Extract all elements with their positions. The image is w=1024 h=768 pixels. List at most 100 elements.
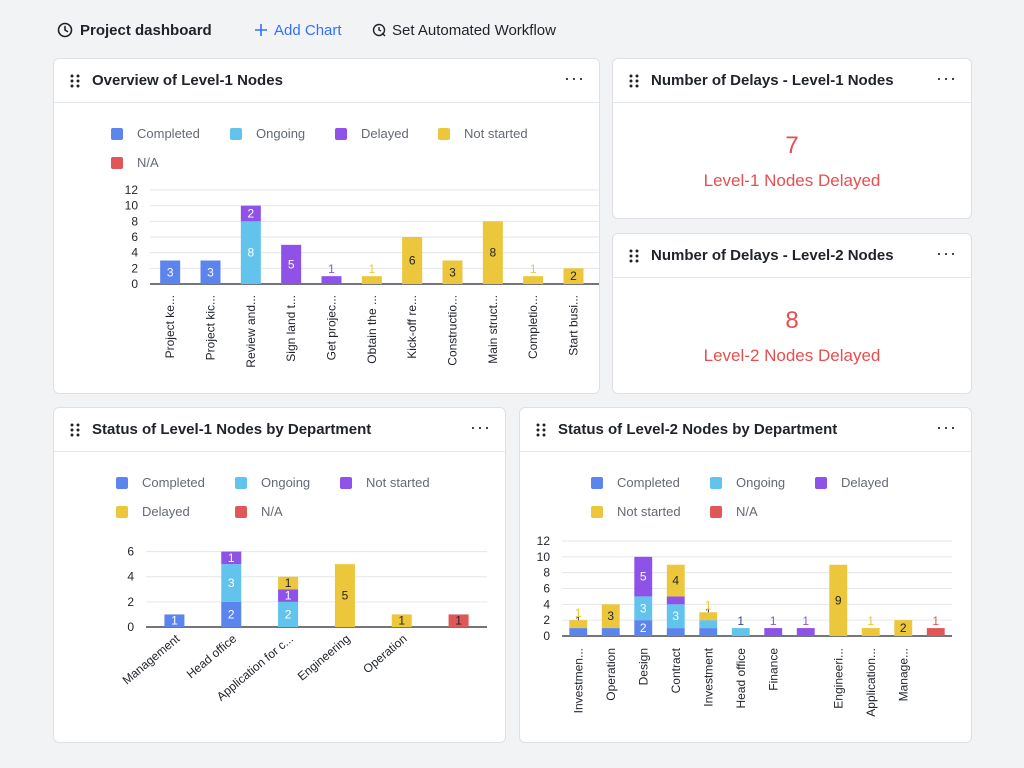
y-tick-label: 12 [125, 183, 139, 197]
bar-segment-not_started[interactable] [361, 276, 382, 284]
bar-segment-ongoing[interactable] [634, 596, 653, 621]
bar-segment-delayed[interactable] [278, 589, 299, 602]
bar-segment-ongoing[interactable] [666, 604, 685, 629]
bar-value-label: 1 [398, 614, 405, 628]
legend-item-not_started[interactable]: Not started [591, 504, 681, 519]
dept2-chart: 02468101211Investmen...13Operation235Des… [537, 534, 952, 717]
add-chart-label: Add Chart [274, 21, 342, 39]
bar-segment-ongoing[interactable] [221, 564, 242, 602]
bar-segment-completed[interactable] [634, 620, 653, 636]
legend-item-delayed[interactable]: Delayed [815, 475, 889, 490]
legend-item-ongoing[interactable]: Ongoing [230, 126, 305, 141]
more-options-icon[interactable]: ··· [936, 243, 957, 263]
delays-level1-header: Number of Delays - Level-1 Nodes ··· [613, 59, 971, 103]
more-options-icon[interactable]: ··· [936, 68, 957, 88]
bar-segment-not_started[interactable] [523, 276, 544, 284]
bar-segment-not_started[interactable] [601, 604, 620, 629]
legend-item-completed[interactable]: Completed [116, 475, 205, 490]
bar-value-label: 6 [409, 254, 416, 268]
legend-label: N/A [736, 504, 758, 519]
bar-segment-not_started[interactable] [699, 612, 718, 621]
bar-segment-completed[interactable] [164, 614, 185, 627]
x-tick-label: Management [120, 631, 183, 687]
bar-value-label: 3 [607, 609, 614, 623]
legend-swatch [591, 476, 603, 489]
x-tick-label: Investmen... [571, 648, 585, 713]
drag-handle-icon[interactable] [629, 74, 639, 88]
bar-segment-not_started[interactable] [402, 237, 423, 284]
legend-swatch [438, 127, 450, 140]
bar-segment-completed[interactable] [699, 628, 718, 636]
dashboard-title[interactable]: Project dashboard [56, 19, 212, 41]
bar-segment-delayed[interactable] [666, 596, 685, 605]
bar-segment-na[interactable] [926, 628, 945, 636]
bar-segment-ongoing[interactable] [699, 620, 718, 629]
drag-handle-icon[interactable] [536, 423, 546, 437]
legend-item-ongoing[interactable]: Ongoing [235, 475, 310, 490]
x-tick-label: Obtain the ... [365, 295, 379, 364]
automated-workflow-button[interactable]: Set Automated Workflow [372, 19, 556, 41]
bar-segment-completed[interactable] [200, 260, 221, 285]
drag-handle-icon[interactable] [70, 74, 80, 88]
y-tick-label: 4 [131, 246, 138, 260]
legend-label: Completed [137, 126, 200, 141]
legend-item-na[interactable]: N/A [235, 504, 283, 519]
y-tick-label: 4 [127, 570, 134, 584]
bar-segment-ongoing[interactable] [240, 221, 261, 284]
drag-handle-icon[interactable] [70, 423, 80, 437]
x-tick-label: Manage... [896, 648, 910, 701]
more-options-icon[interactable]: ··· [470, 417, 491, 437]
bar-segment-not_started[interactable] [861, 628, 880, 636]
delays-level2-card: Number of Delays - Level-2 Nodes ··· 8 L… [612, 233, 972, 394]
bar-segment-ongoing[interactable] [731, 628, 750, 636]
bar-segment-delayed[interactable] [281, 244, 302, 284]
bar-segment-delayed[interactable] [634, 556, 653, 597]
bar-segment-delayed[interactable] [221, 551, 242, 565]
overview-card-header: Overview of Level-1 Nodes ··· [54, 59, 599, 103]
x-tick-label: Finance [766, 648, 780, 691]
bar-value-label: 1 [368, 262, 375, 276]
bar-value-label: 5 [640, 570, 647, 584]
bar-segment-na[interactable] [448, 614, 469, 627]
bar-segment-not_started[interactable] [666, 564, 685, 597]
legend-item-na[interactable]: N/A [710, 504, 758, 519]
x-tick-label: Review and... [244, 295, 258, 368]
bar-segment-delayed[interactable] [240, 205, 261, 222]
legend-item-completed[interactable]: Completed [111, 126, 200, 141]
bar-segment-not_started[interactable] [442, 260, 463, 285]
bar-segment-delayed[interactable] [764, 628, 783, 636]
bar-segment-not_started[interactable] [829, 564, 848, 636]
bar-segment-not_started[interactable] [569, 620, 588, 629]
bar-segment-completed[interactable] [221, 601, 242, 627]
bar-segment-not_started[interactable] [278, 576, 299, 590]
legend-item-na[interactable]: N/A [111, 155, 159, 170]
bar-segment-not_started[interactable] [482, 221, 503, 284]
bar-segment-ongoing[interactable] [278, 601, 299, 627]
y-tick-label: 0 [131, 277, 138, 291]
bar-segment-not_started[interactable] [894, 620, 913, 636]
more-options-icon[interactable]: ··· [936, 417, 957, 437]
legend-item-ongoing[interactable]: Ongoing [710, 475, 785, 490]
bar-segment-delayed[interactable] [796, 628, 815, 636]
y-tick-label: 12 [537, 534, 551, 548]
bar-segment-not_started[interactable] [334, 564, 355, 627]
bar-segment-completed[interactable] [160, 260, 181, 285]
bar-segment-not_started[interactable] [563, 268, 584, 284]
legend-item-not_started[interactable]: Not started [438, 126, 528, 141]
add-chart-button[interactable]: Add Chart [254, 19, 342, 41]
legend-item-completed[interactable]: Completed [591, 475, 680, 490]
bar-segment-delayed[interactable] [321, 276, 342, 284]
bar-segment-completed[interactable] [666, 628, 685, 636]
dept-level2-title: Status of Level-2 Nodes by Department [558, 421, 838, 438]
legend-item-not_started[interactable]: Delayed [116, 504, 190, 519]
workflow-label: Set Automated Workflow [392, 21, 556, 39]
legend-item-delayed[interactable]: Delayed [335, 126, 409, 141]
legend-item-delayed[interactable]: Not started [340, 475, 430, 490]
bar-segment-completed[interactable] [601, 628, 620, 636]
dept-level1-title: Status of Level-1 Nodes by Department [92, 421, 372, 438]
more-options-icon[interactable]: ··· [564, 68, 585, 88]
bar-segment-not_started[interactable] [391, 614, 412, 627]
drag-handle-icon[interactable] [629, 249, 639, 263]
bar-segment-completed[interactable] [569, 628, 588, 636]
